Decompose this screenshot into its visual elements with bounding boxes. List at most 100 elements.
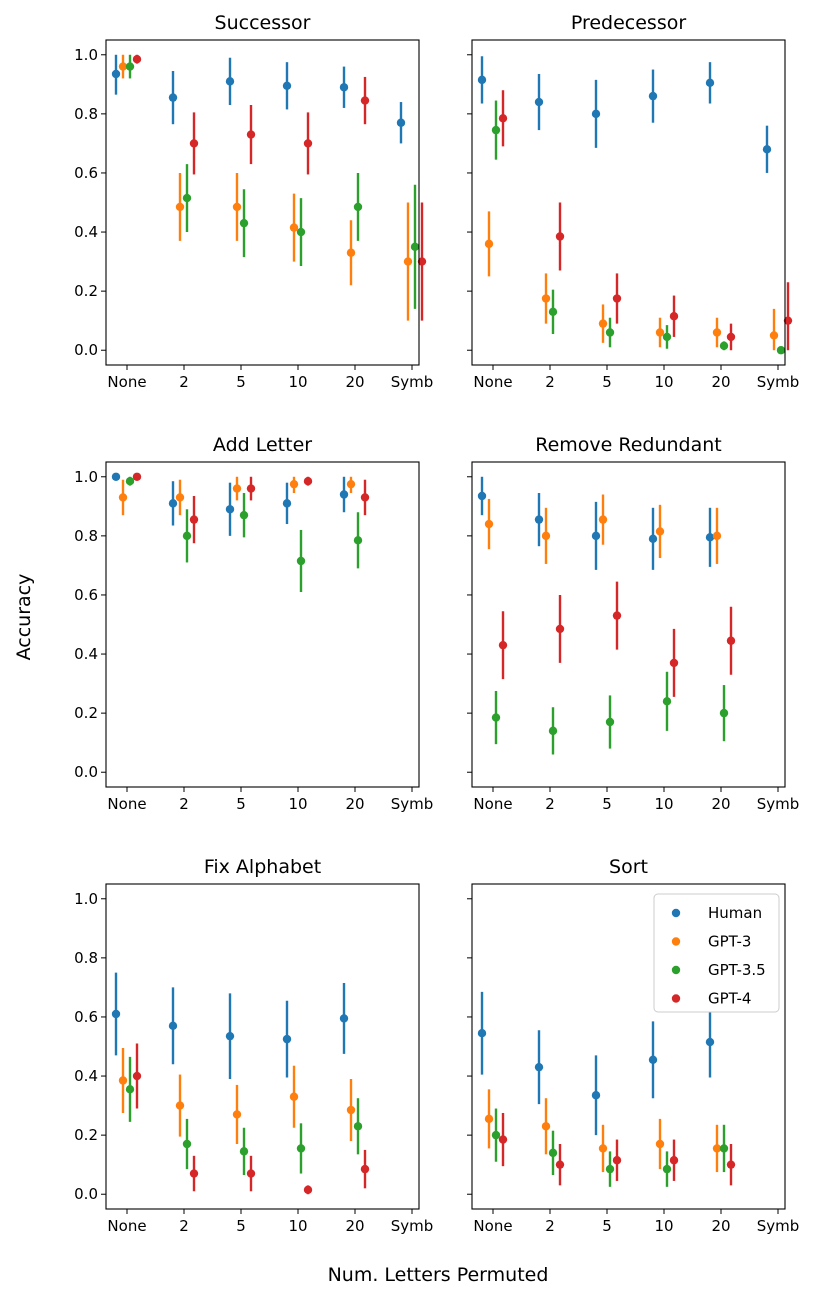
point-gpt-3.5: [239, 218, 249, 228]
point-gpt-3: [289, 479, 299, 489]
y-tick-label: 1.0: [74, 890, 98, 908]
point-gpt-3.5: [353, 536, 363, 545]
y-tick-label: 0.6: [74, 164, 98, 182]
point-gpt-3: [232, 484, 242, 493]
point-gpt-3.5: [182, 1139, 192, 1149]
point-gpt-3.5: [605, 717, 615, 727]
point-gpt-4: [498, 1135, 508, 1144]
point-gpt-4: [612, 294, 622, 303]
y-tick-label: 0.0: [74, 341, 98, 359]
panel-remove-redundant: Remove Redundant None 2 5 10 20 Symb: [467, 434, 799, 813]
point-gpt-4: [783, 316, 793, 325]
x-tick-label: Symb: [757, 1217, 800, 1235]
x-tick-label: 5: [602, 373, 612, 391]
plot-frame: [105, 461, 420, 788]
panel-title: Sort: [609, 856, 648, 878]
point-gpt-3: [598, 1144, 608, 1153]
point-gpt-4: [303, 1185, 313, 1194]
point-gpt-4: [555, 1160, 565, 1169]
x-tick-label: Symb: [757, 795, 800, 813]
point-gpt-3.5: [776, 346, 786, 355]
point-gpt-4: [612, 1156, 622, 1165]
x-tick-label: 5: [236, 795, 246, 813]
point-human: [168, 1021, 178, 1031]
panel-add-letter: Add Letter 0.0 0.2 0.4 0.6 0.8 1.0 None 2 5 10 20 Sy…: [74, 434, 433, 813]
panel-fix-alphabet: Fix Alphabet 0.0 0.2 0.4 0.6 0.8 1.0 None 2 5 10 20…: [74, 856, 433, 1235]
point-human: [762, 145, 772, 154]
x-tick-label: 5: [602, 1217, 612, 1235]
point-human: [282, 1034, 292, 1044]
point-gpt-4: [612, 611, 622, 620]
panel-title: Fix Alphabet: [204, 856, 321, 878]
point-gpt-3.5: [491, 1130, 501, 1140]
point-gpt-3: [712, 1144, 722, 1153]
point-gpt-3: [118, 1076, 128, 1085]
y-tick-label: 0.4: [74, 1067, 98, 1085]
legend-label: GPT-3.5: [708, 961, 766, 979]
panel-successor: Successor 0.0 0.2 0.4 0.6 0.8 1.0 None 2 5 10 20 Sym…: [74, 12, 433, 391]
legend-label: GPT-3: [708, 933, 751, 951]
plot-frame: [105, 39, 420, 366]
legend-label: Human: [708, 904, 762, 922]
x-tick-label: 20: [711, 795, 730, 813]
point-gpt-4: [132, 1071, 142, 1081]
y-tick-label: 0.4: [74, 223, 98, 241]
plot-frame: [471, 883, 786, 1210]
point-gpt-3: [175, 1101, 185, 1110]
legend-box: [653, 893, 780, 1013]
point-gpt-3: [484, 1114, 494, 1124]
point-gpt-4: [669, 658, 679, 668]
x-tick-label: 10: [288, 373, 307, 391]
y-tick-label: 0.2: [74, 1126, 98, 1144]
x-tick-label: Symb: [391, 795, 434, 813]
point-gpt-3: [712, 531, 722, 541]
point-gpt-3.5: [182, 193, 192, 203]
legend-marker-gpt-3: [671, 937, 681, 946]
point-gpt-3: [118, 62, 128, 71]
x-tick-label: 2: [545, 795, 555, 813]
point-gpt-4: [669, 312, 679, 321]
point-human: [168, 499, 178, 508]
x-tick-label: 20: [711, 1217, 730, 1235]
point-gpt-3.5: [296, 1144, 306, 1153]
x-tick-label: Symb: [391, 373, 434, 391]
point-human: [534, 1062, 544, 1072]
point-gpt-3.5: [662, 1164, 672, 1174]
point-gpt-3.5: [548, 726, 558, 736]
x-tick-label: None: [473, 795, 512, 813]
point-human: [339, 1014, 349, 1023]
y-tick-label: 1.0: [74, 46, 98, 64]
point-gpt-3: [541, 531, 551, 541]
point-gpt-3: [232, 1110, 242, 1119]
point-gpt-4: [555, 624, 565, 634]
point-gpt-4: [189, 1169, 199, 1178]
point-gpt-3.5: [662, 697, 672, 706]
legend-marker-gpt-4: [671, 994, 681, 1003]
legend-marker-human: [671, 908, 681, 918]
x-tick-label: 5: [236, 373, 246, 391]
point-human: [225, 77, 235, 86]
point-gpt-4: [303, 139, 313, 148]
point-gpt-3: [232, 202, 242, 212]
y-tick-label: 0.6: [74, 586, 98, 604]
point-human: [477, 75, 487, 85]
point-gpt-3.5: [491, 125, 501, 135]
point-human: [591, 109, 601, 119]
point-gpt-4: [726, 636, 736, 645]
panel-predecessor: Predecessor None 2 5 10 20 Symb: [467, 12, 799, 391]
point-human: [111, 69, 121, 79]
point-human: [648, 1055, 658, 1064]
point-gpt-3: [541, 294, 551, 303]
plot-frame: [105, 883, 420, 1210]
point-gpt-3: [541, 1122, 551, 1131]
point-gpt-3.5: [182, 531, 192, 541]
x-tick-label: 20: [345, 795, 364, 813]
point-gpt-4: [360, 493, 370, 502]
point-human: [477, 1029, 487, 1038]
plot-frame: [471, 39, 786, 366]
point-gpt-3: [769, 331, 779, 340]
point-gpt-4: [189, 139, 199, 148]
point-human: [477, 491, 487, 501]
x-tick-label: 10: [288, 795, 307, 813]
